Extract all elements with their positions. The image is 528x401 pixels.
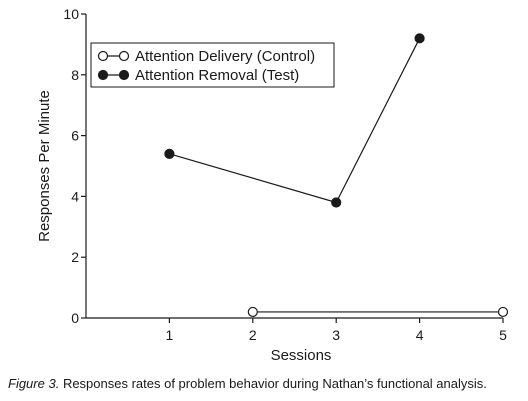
y-tick-label: 0 (71, 310, 79, 326)
legend-marker (97, 69, 109, 81)
legend: Attention Delivery (Control) Attention Re… (90, 42, 335, 88)
y-tick-label: 10 (63, 6, 79, 22)
legend-box (90, 42, 335, 88)
series-2 (164, 33, 425, 208)
legend-marker (118, 69, 130, 81)
x-axis-label: Sessions (271, 347, 332, 364)
legend-item: Attention Delivery (Control) (97, 48, 315, 65)
legend-label: Attention Removal (Test) (135, 67, 299, 84)
x-tick-label: 2 (249, 327, 257, 343)
legend-marker (97, 50, 109, 62)
axes (85, 14, 503, 319)
figure-label: Figure 3. (8, 376, 60, 391)
legend-label: Attention Delivery (Control) (135, 48, 315, 65)
data-point (164, 148, 175, 159)
x-tick-label: 1 (166, 327, 174, 343)
caption-text: Responses rates of problem behavior duri… (62, 376, 487, 391)
y-tick-label: 6 (71, 128, 79, 144)
x-tick-label: 5 (499, 327, 507, 343)
y-tick-label: 4 (71, 188, 79, 204)
y-ticks: 0 2 4 6 8 10 (63, 6, 86, 326)
y-axis-label: Responses Per Minute (36, 90, 53, 242)
legend-item: Attention Removal (Test) (97, 67, 299, 84)
legend-marker (118, 50, 130, 62)
y-tick-label: 2 (71, 249, 79, 265)
figure-caption: Figure 3. Responses rates of problem beh… (8, 376, 523, 391)
x-ticks: 1 2 3 4 5 (166, 318, 507, 343)
x-tick-label: 4 (416, 327, 424, 343)
data-point (247, 306, 258, 318)
series-layer (164, 33, 509, 318)
data-point (497, 306, 509, 318)
x-tick-label: 3 (332, 327, 340, 343)
series-1 (247, 306, 509, 318)
data-point (414, 33, 425, 44)
y-tick-label: 8 (71, 67, 79, 83)
data-point (331, 197, 342, 208)
legend-items: Attention Delivery (Control) Attention Re… (97, 48, 315, 84)
